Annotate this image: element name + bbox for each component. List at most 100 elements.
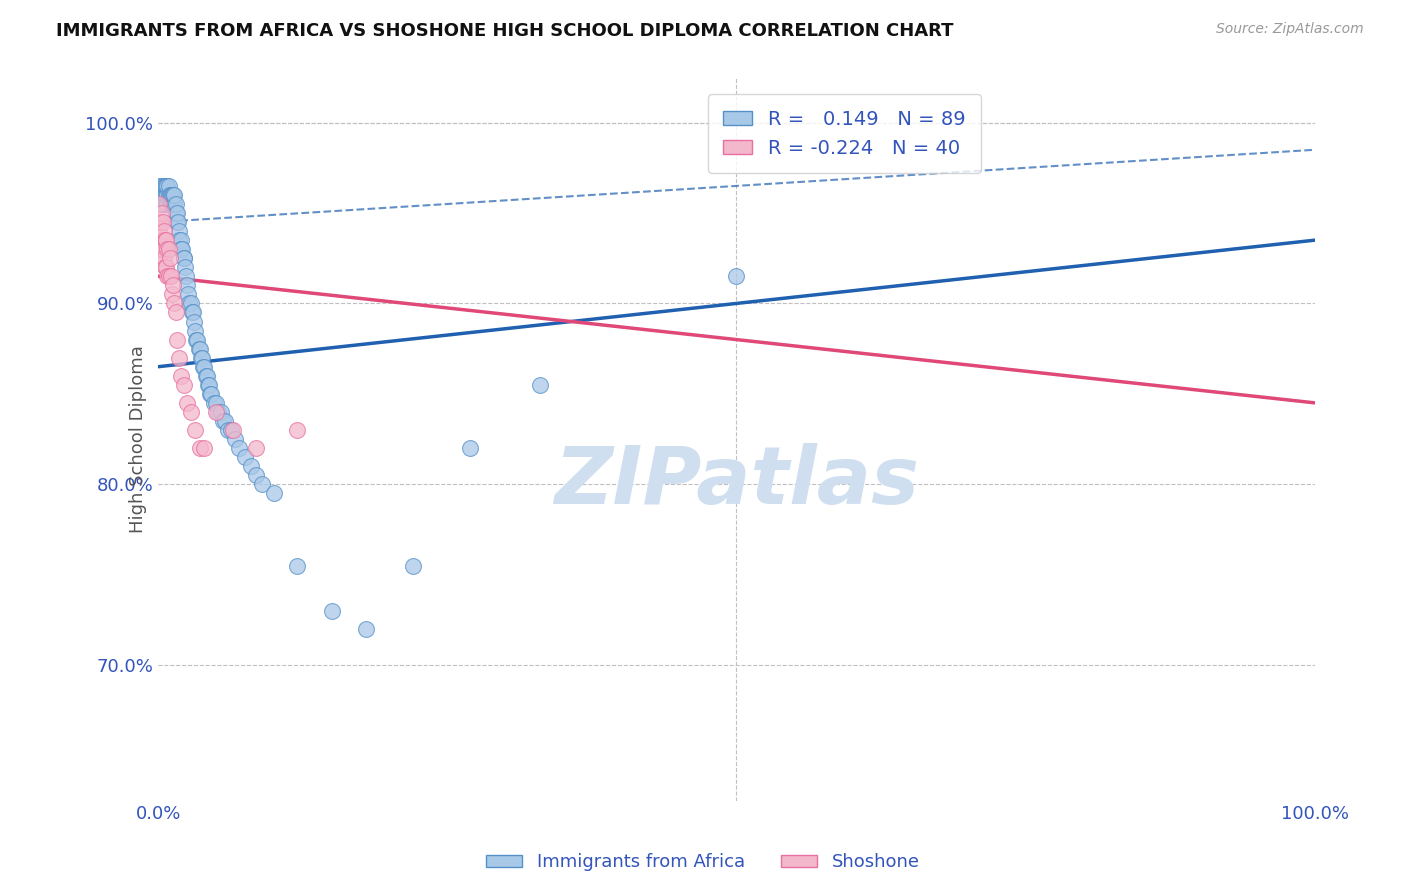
Point <box>157 269 180 284</box>
Point <box>209 405 232 419</box>
Point <box>166 215 188 229</box>
Point <box>157 188 180 202</box>
Point <box>190 351 212 365</box>
Point <box>148 178 170 193</box>
Point <box>172 242 194 256</box>
Point <box>191 351 214 365</box>
Point <box>150 178 173 193</box>
Point <box>159 188 181 202</box>
Point <box>148 197 170 211</box>
Point <box>193 359 215 374</box>
Point <box>153 178 176 193</box>
Point <box>156 178 179 193</box>
Point <box>181 305 204 319</box>
Point <box>401 558 423 573</box>
Point <box>148 197 170 211</box>
Point <box>160 197 183 211</box>
Point <box>153 188 176 202</box>
Point <box>166 215 188 229</box>
Point <box>149 242 172 256</box>
Point <box>263 486 285 500</box>
Point <box>177 287 200 301</box>
Point <box>222 423 245 437</box>
Text: Source: ZipAtlas.com: Source: ZipAtlas.com <box>1216 22 1364 37</box>
Point <box>153 252 176 266</box>
Point <box>193 359 215 374</box>
Legend: Immigrants from Africa, Shoshone: Immigrants from Africa, Shoshone <box>479 847 927 879</box>
Point <box>155 197 177 211</box>
Point <box>155 178 177 193</box>
Point <box>173 260 195 275</box>
Point <box>149 215 172 229</box>
Point <box>188 342 211 356</box>
Point <box>180 305 202 319</box>
Point <box>156 242 179 256</box>
Point <box>184 423 207 437</box>
Point <box>170 242 193 256</box>
Point <box>228 441 250 455</box>
Point <box>155 188 177 202</box>
Point <box>160 188 183 202</box>
Y-axis label: High School Diploma: High School Diploma <box>129 345 148 533</box>
Point <box>150 233 173 247</box>
Point <box>152 188 174 202</box>
Point <box>460 441 482 455</box>
Text: ZIPatlas: ZIPatlas <box>554 443 920 522</box>
Point <box>160 269 183 284</box>
Point <box>159 197 181 211</box>
Point <box>167 351 190 365</box>
Point <box>176 396 198 410</box>
Point <box>165 197 187 211</box>
Point <box>187 342 209 356</box>
Text: IMMIGRANTS FROM AFRICA VS SHOSHONE HIGH SCHOOL DIPLOMA CORRELATION CHART: IMMIGRANTS FROM AFRICA VS SHOSHONE HIGH … <box>56 22 953 40</box>
Point <box>176 278 198 293</box>
Point <box>173 377 195 392</box>
Point <box>155 233 177 247</box>
Point <box>212 414 235 428</box>
Point <box>200 387 222 401</box>
Point <box>152 197 174 211</box>
Point <box>202 396 225 410</box>
Point <box>152 215 174 229</box>
Point <box>160 197 183 211</box>
Point <box>169 242 191 256</box>
Point <box>153 224 176 238</box>
Point <box>173 252 195 266</box>
Point <box>219 423 242 437</box>
Point <box>166 206 188 220</box>
Point <box>167 233 190 247</box>
Point <box>186 333 208 347</box>
Point <box>153 178 176 193</box>
Point <box>166 333 188 347</box>
Point <box>163 197 186 211</box>
Point <box>163 296 186 310</box>
Point <box>162 278 184 293</box>
Point <box>160 188 183 202</box>
Point <box>156 269 179 284</box>
Legend: R =   0.149   N = 89, R = -0.224   N = 40: R = 0.149 N = 89, R = -0.224 N = 40 <box>707 95 981 173</box>
Point <box>224 432 246 446</box>
Point <box>162 197 184 211</box>
Point <box>153 188 176 202</box>
Point <box>155 260 177 275</box>
Point <box>214 414 236 428</box>
Point <box>207 405 229 419</box>
Point <box>148 224 170 238</box>
Point <box>165 305 187 319</box>
Point <box>156 188 179 202</box>
Point <box>156 197 179 211</box>
Point <box>188 441 211 455</box>
Point <box>173 252 195 266</box>
Point <box>285 558 308 573</box>
Point <box>152 242 174 256</box>
Point <box>180 405 202 419</box>
Point <box>245 441 267 455</box>
Point <box>198 377 221 392</box>
Point <box>146 242 169 256</box>
Point <box>193 441 215 455</box>
Point <box>157 178 180 193</box>
Point <box>285 423 308 437</box>
Point <box>356 622 378 636</box>
Point <box>163 188 186 202</box>
Point <box>239 459 262 474</box>
